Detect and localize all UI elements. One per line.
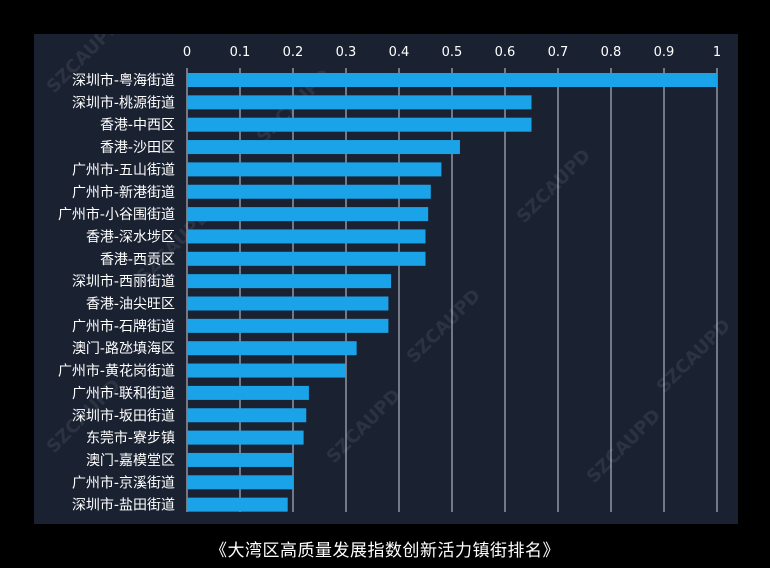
x-tick-label: 0.4 bbox=[389, 45, 410, 60]
x-tick-label: 0 bbox=[183, 45, 191, 60]
watermark: SZCAUPD bbox=[513, 145, 595, 227]
category-label: 广州市-联和街道 bbox=[72, 385, 175, 402]
bar-3 bbox=[187, 140, 460, 155]
category-label: 深圳市-盐田街道 bbox=[72, 497, 175, 514]
bar-chart: 0 0.1 0.2 0.3 0.4 0.5 0.6 0.7 0.8 0.9 1SZCAUPDSZCA… bbox=[43, 34, 735, 514]
bar-1 bbox=[187, 95, 532, 110]
bar-14 bbox=[187, 385, 309, 400]
watermark: SZCAUPD bbox=[403, 285, 485, 367]
bar-10 bbox=[187, 296, 389, 311]
bar-6 bbox=[187, 207, 429, 222]
bar-4 bbox=[187, 162, 442, 177]
category-label: 深圳市-桃源街道 bbox=[72, 94, 175, 111]
x-tick-label: 0.3 bbox=[336, 45, 357, 60]
category-label: 东莞市-寮步镇 bbox=[86, 430, 175, 447]
bar-9 bbox=[187, 274, 392, 289]
category-label: 香港-油尖旺区 bbox=[86, 297, 175, 313]
category-label: 澳门-嘉模堂区 bbox=[86, 453, 175, 469]
x-tick-label: 0.8 bbox=[601, 45, 622, 60]
bar-11 bbox=[187, 318, 389, 333]
bar-8 bbox=[187, 251, 426, 266]
category-label: 深圳市-坂田街道 bbox=[72, 407, 175, 424]
x-tick-label: 1 bbox=[713, 45, 721, 60]
category-label: 深圳市-粤海街道 bbox=[72, 72, 175, 89]
x-tick-label: 0.7 bbox=[548, 45, 569, 60]
category-label: 广州市-小谷围街道 bbox=[58, 206, 175, 223]
category-label: 深圳市-西丽街道 bbox=[72, 273, 175, 290]
category-label: 香港-中西区 bbox=[100, 118, 175, 134]
x-tick-label: 0.2 bbox=[283, 45, 304, 60]
bar-0 bbox=[187, 73, 717, 87]
bar-5 bbox=[187, 184, 431, 199]
bar-16 bbox=[187, 430, 304, 445]
x-tick-label: 0.1 bbox=[230, 45, 251, 60]
category-label: 广州市-黄花岗街道 bbox=[58, 363, 175, 380]
category-label: 香港-西贡区 bbox=[100, 252, 175, 268]
category-label: 广州市-石牌街道 bbox=[72, 318, 175, 335]
bar-13 bbox=[187, 363, 346, 378]
category-label: 广州市-京溪街道 bbox=[72, 474, 175, 491]
bar-18 bbox=[187, 475, 293, 490]
chart-caption: 《大湾区高质量发展指数创新活力镇街排名》 bbox=[210, 541, 560, 561]
watermark: SZCAUPD bbox=[323, 385, 405, 467]
bar-12 bbox=[187, 341, 357, 356]
category-label: 澳门-路氹填海区 bbox=[72, 341, 175, 357]
x-tick-label: 0.9 bbox=[654, 45, 675, 60]
x-tick-label: 0.6 bbox=[495, 45, 516, 60]
watermark: SZCAUPD bbox=[653, 315, 735, 397]
x-tick-label: 0.5 bbox=[442, 45, 463, 60]
chart-panel: 0 0.1 0.2 0.3 0.4 0.5 0.6 0.7 0.8 0.9 1 SZCAUPD SZCA… bbox=[34, 34, 738, 524]
bar-17 bbox=[187, 452, 293, 467]
category-label: 香港-深水埗区 bbox=[86, 229, 175, 245]
category-label: 香港-沙田区 bbox=[100, 140, 175, 156]
bar-2 bbox=[187, 117, 532, 132]
bar-7 bbox=[187, 229, 426, 244]
category-label: 广州市-新港街道 bbox=[72, 184, 175, 201]
category-label: 广州市-五山街道 bbox=[72, 161, 175, 178]
bar-15 bbox=[187, 408, 307, 423]
watermark: SZCAUPD bbox=[583, 405, 665, 487]
bar-19 bbox=[187, 497, 288, 512]
